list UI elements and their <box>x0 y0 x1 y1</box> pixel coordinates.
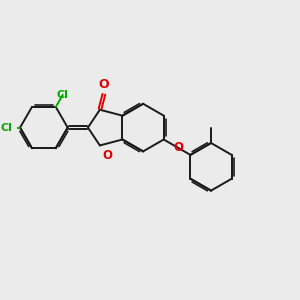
Text: Cl: Cl <box>0 123 12 133</box>
Text: O: O <box>99 78 110 91</box>
Text: O: O <box>102 149 112 162</box>
Text: Cl: Cl <box>57 90 69 100</box>
Text: O: O <box>173 141 183 154</box>
